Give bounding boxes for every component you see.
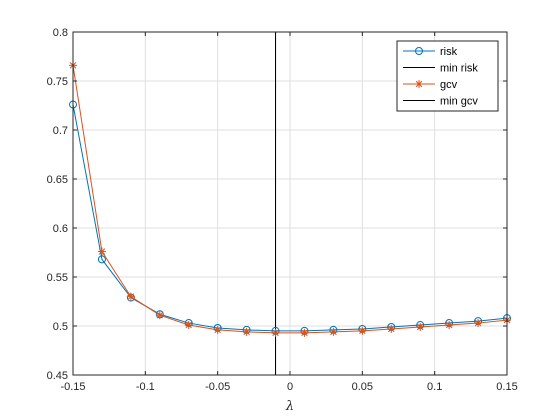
legend-item-gcv: gcv <box>403 79 458 91</box>
gcv-point <box>416 322 425 331</box>
x-tick-label: 0.05 <box>352 381 373 393</box>
gcv-line <box>72 65 508 334</box>
x-tick-label: -0.1 <box>136 381 155 393</box>
legend: risk min risk gcv min gcv <box>396 40 499 112</box>
y-tick-label: 0.65 <box>47 174 68 186</box>
x-tick-label: 0 <box>287 381 293 393</box>
gcv-point <box>387 324 396 333</box>
y-tick-label: 0.45 <box>47 370 68 382</box>
x-axis-label: λ <box>285 399 294 414</box>
gcv-point <box>97 247 106 256</box>
y-tick-label: 0.75 <box>47 76 68 88</box>
gcv-point <box>300 328 309 337</box>
y-tick-label: 0.5 <box>53 321 68 333</box>
gcv-point <box>213 325 222 334</box>
legend-label: risk <box>440 46 458 58</box>
y-tick-label: 0.8 <box>53 27 68 39</box>
risk-point <box>97 255 106 264</box>
series-gcv <box>69 61 511 337</box>
x-tick-label: -0.05 <box>205 381 230 393</box>
legend-marker <box>415 80 423 88</box>
gcv-point <box>445 321 454 330</box>
ticks: -0.15 -0.1 -0.05 0 0.05 0.1 0.15 0.45 0.5 0.55 0.6… <box>47 27 518 393</box>
x-tick-label: 0.15 <box>496 381 517 393</box>
legend-item-risk: risk <box>403 46 458 58</box>
legend-label: min risk <box>440 63 478 75</box>
gcv-point <box>271 328 280 337</box>
y-tick-label: 0.55 <box>47 272 68 284</box>
gcv-point <box>242 327 251 336</box>
x-tick-label: -0.15 <box>60 381 85 393</box>
gcv-point <box>474 319 483 328</box>
y-tick-label: 0.7 <box>53 125 68 137</box>
gcv-point <box>184 321 193 330</box>
legend-label: gcv <box>440 79 458 91</box>
legend-item-min-risk: min risk <box>403 63 478 75</box>
legend-box <box>396 40 499 112</box>
x-tick-label: 0.1 <box>427 381 442 393</box>
legend-marker <box>415 47 423 55</box>
gcv-point <box>155 311 164 320</box>
gcv-point <box>329 327 338 336</box>
gcv-point <box>126 292 135 301</box>
gcv-point <box>358 326 367 335</box>
legend-label: min gcv <box>440 96 478 108</box>
legend-item-min-gcv: min gcv <box>403 96 478 108</box>
y-tick-label: 0.6 <box>53 223 68 235</box>
